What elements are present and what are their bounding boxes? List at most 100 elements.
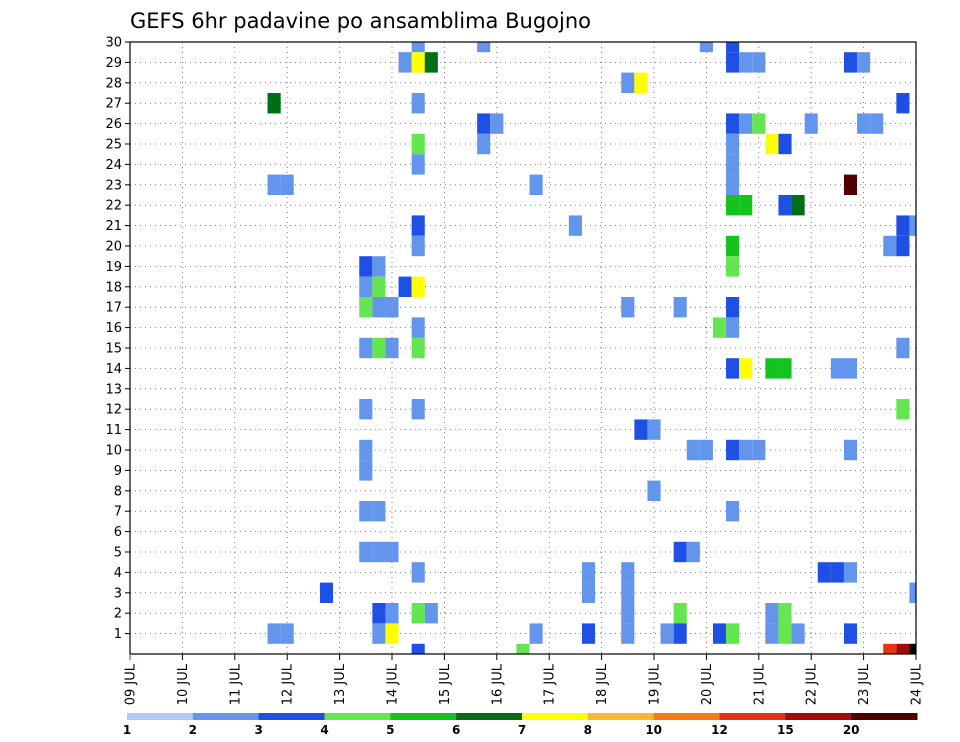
- data-cell: [647, 480, 661, 501]
- data-cell: [359, 460, 373, 481]
- data-cell: [372, 276, 386, 297]
- data-cell: [424, 603, 438, 624]
- y-tick-label: 15: [105, 342, 122, 357]
- data-cell: [529, 174, 543, 195]
- data-cell: [778, 603, 792, 624]
- legend-swatch: [456, 713, 523, 720]
- data-cell: [581, 582, 596, 603]
- data-cell: [673, 603, 687, 624]
- data-cell: [726, 42, 740, 53]
- data-cell: [411, 42, 425, 53]
- data-cell: [778, 623, 792, 644]
- data-cell: [726, 174, 740, 195]
- data-cell: [372, 297, 386, 318]
- data-cell: [726, 133, 740, 155]
- data-cell: [739, 439, 753, 461]
- y-tick-label: 11: [105, 423, 122, 438]
- data-cell: [359, 337, 373, 359]
- data-cell: [909, 643, 916, 654]
- data-cell: [765, 133, 779, 155]
- data-cell: [739, 358, 753, 379]
- data-cell: [385, 541, 399, 563]
- x-tick-label: 17 JUL: [543, 663, 558, 705]
- data-cell: [699, 439, 713, 461]
- data-cell: [883, 235, 897, 257]
- data-cell: [516, 643, 530, 654]
- data-cell: [686, 439, 700, 461]
- legend-swatch: [587, 713, 655, 720]
- data-cell: [739, 195, 753, 216]
- data-cell: [765, 358, 779, 379]
- data-cell: [359, 439, 373, 461]
- data-cell: [752, 113, 766, 134]
- data-cell: [909, 582, 916, 603]
- data-cell: [621, 297, 635, 318]
- data-cell: [359, 297, 373, 318]
- y-axis: 1234567891011121314151617181920212223242…: [105, 36, 130, 642]
- data-cell: [896, 215, 910, 236]
- x-tick-label: 22 JUL: [805, 663, 820, 705]
- legend-swatch: [127, 713, 194, 720]
- grid-lines: [129, 41, 917, 654]
- data-cell: [699, 42, 713, 53]
- x-tick-label: 10 JUL: [176, 663, 191, 705]
- data-cell: [411, 337, 425, 359]
- data-cell: [752, 52, 766, 73]
- y-tick-label: 4: [114, 566, 122, 581]
- data-cell: [267, 93, 281, 114]
- x-tick-label: 19 JUL: [648, 663, 663, 705]
- y-tick-label: 5: [114, 546, 122, 561]
- data-cell: [411, 93, 425, 114]
- legend-label: 2: [189, 723, 197, 737]
- data-cell: [411, 133, 425, 155]
- data-cell: [843, 623, 858, 644]
- legend-label: 1: [123, 723, 131, 737]
- y-tick-label: 14: [105, 362, 122, 377]
- legend-swatch: [653, 713, 720, 720]
- data-cell: [726, 623, 740, 644]
- data-cell: [477, 42, 491, 53]
- y-tick-label: 25: [105, 138, 122, 153]
- data-cell: [490, 113, 504, 134]
- legend-label: 15: [777, 723, 794, 737]
- y-tick-label: 2: [114, 607, 122, 622]
- data-cell: [529, 623, 543, 644]
- plot-frame: [129, 41, 917, 655]
- legend-label: 7: [518, 723, 526, 737]
- x-tick-label: 16 JUL: [490, 663, 505, 705]
- y-tick-label: 3: [114, 586, 122, 601]
- data-cell: [778, 133, 792, 155]
- data-cell: [411, 154, 425, 175]
- data-cell: [280, 174, 294, 195]
- data-cell: [359, 256, 373, 277]
- y-tick-label: 16: [105, 321, 122, 336]
- legend-swatch: [390, 713, 457, 720]
- data-cell: [765, 603, 779, 624]
- data-cell: [267, 623, 281, 644]
- data-cell: [621, 603, 635, 624]
- legend-label: 5: [386, 723, 394, 737]
- data-cell: [424, 52, 438, 73]
- data-cell: [726, 235, 740, 257]
- x-tick-label: 11 JUL: [228, 663, 243, 705]
- data-cell: [385, 297, 399, 318]
- data-cell: [896, 643, 910, 654]
- data-cell: [411, 317, 425, 338]
- data-cell: [411, 643, 425, 654]
- data-cell: [726, 195, 740, 216]
- y-tick-label: 6: [114, 525, 122, 540]
- legend-swatch: [785, 713, 852, 720]
- chart-title: GEFS 6hr padavine po ansamblima Bugojno: [130, 9, 591, 33]
- data-cell: [726, 154, 740, 175]
- data-cell: [857, 52, 871, 73]
- y-tick-label: 12: [105, 403, 122, 418]
- x-tick-label: 15 JUL: [438, 663, 453, 705]
- data-cell: [817, 562, 831, 583]
- y-tick-label: 10: [105, 444, 122, 459]
- data-cell: [726, 52, 740, 73]
- legend-swatch: [324, 713, 391, 720]
- legend-label: 20: [843, 723, 860, 737]
- data-cell: [398, 52, 412, 73]
- data-cell: [372, 541, 386, 563]
- x-tick-label: 14 JUL: [386, 663, 401, 705]
